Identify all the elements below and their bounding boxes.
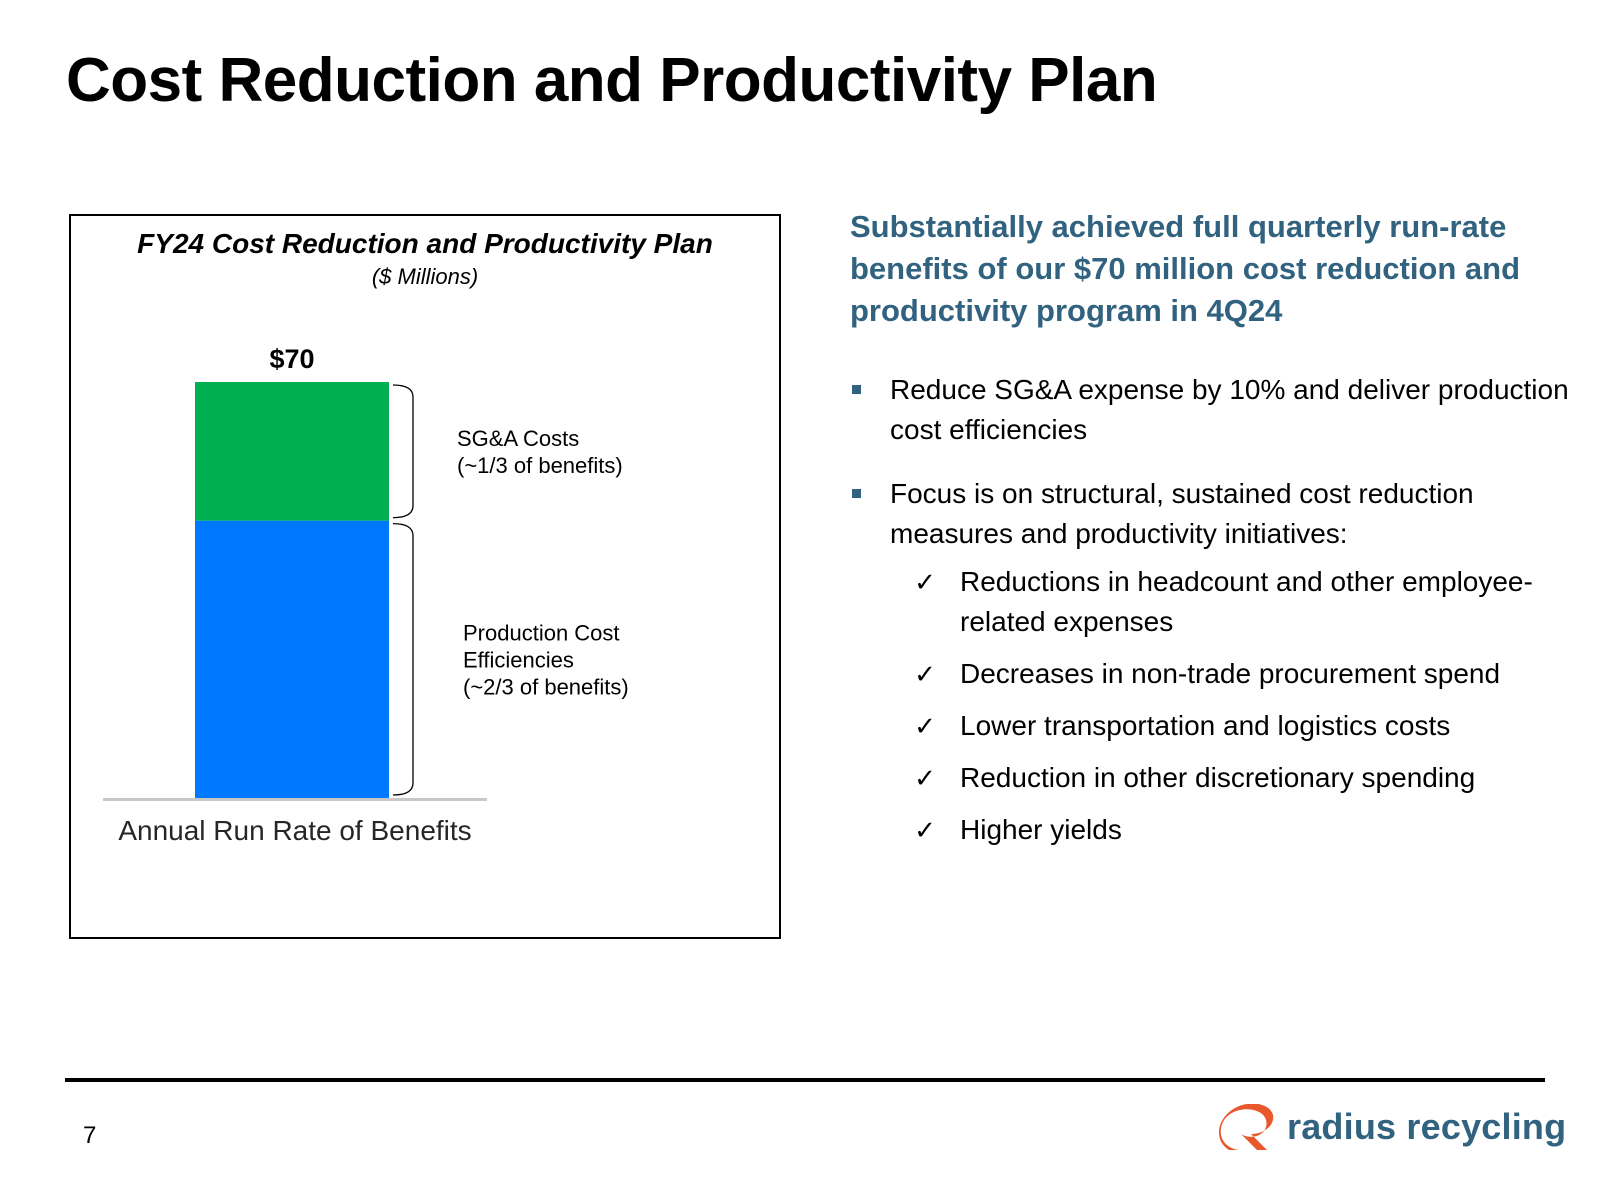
key-points: Substantially achieved full quarterly ru… [850,206,1570,874]
segment-label-production: Efficiencies [463,647,574,672]
slide-title: Cost Reduction and Productivity Plan [66,46,1158,115]
bullet-text: Focus is on structural, sustained cost r… [890,478,1474,549]
bullet-item: Focus is on structural, sustained cost r… [850,474,1570,850]
check-item: ✓ Reductions in headcount and other emplo… [890,562,1570,642]
x-axis-baseline [103,798,487,801]
square-bullet-icon [852,385,861,394]
headline: Substantially achieved full quarterly ru… [850,209,1521,328]
bullet-text: Reduce SG&A expense by 10% and deliver p… [890,374,1569,445]
segment-label-sga: (~1/3 of benefits) [457,453,623,478]
check-item: ✓ Lower transportation and logistics cost… [890,706,1570,746]
bullet-list: Reduce SG&A expense by 10% and deliver p… [850,370,1570,850]
chart-subtitle: ($ Millions) [371,264,479,289]
check-mark-icon: ✓ [914,567,936,597]
bullet-item: Reduce SG&A expense by 10% and deliver p… [850,370,1570,450]
segment-label-production: (~2/3 of benefits) [463,674,629,699]
bar-segment-production [195,520,389,798]
segment-label-production: Production Cost [463,620,620,645]
segment-label-sga: SG&A Costs [457,426,579,451]
x-category-label: Annual Run Rate of Benefits [118,815,471,846]
check-list: ✓ Reductions in headcount and other emplo… [890,562,1570,850]
chart-title: FY24 Cost Reduction and Productivity Pla… [137,228,713,259]
check-mark-icon: ✓ [914,815,936,845]
check-item: ✓ Higher yields [890,810,1570,850]
check-mark-icon: ✓ [914,659,936,689]
total-value-label: $70 [269,344,314,374]
check-item: ✓ Decreases in non-trade procurement spen… [890,654,1570,694]
bar-segment-sga [195,382,389,521]
check-mark-icon: ✓ [914,763,936,793]
brace-production [392,522,414,796]
check-text: Reductions in headcount and other employ… [960,566,1533,637]
footer-divider [65,1078,1545,1082]
check-text: Higher yields [960,814,1122,845]
brace-sga [392,384,414,519]
square-bullet-icon [852,489,861,498]
check-mark-icon: ✓ [914,711,936,741]
check-text: Reduction in other discretionary spendin… [960,762,1476,793]
logo-mark-shape [1219,1104,1274,1150]
check-item: ✓ Reduction in other discretionary spendi… [890,758,1570,798]
check-text: Decreases in non-trade procurement spend [960,658,1501,689]
logo-text: radius recycling [1287,1106,1567,1147]
chart-panel: FY24 Cost Reduction and Productivity Pla… [69,214,781,939]
page-number: 7 [83,1122,97,1149]
radius-logo-mark-icon [1219,1104,1274,1150]
check-text: Lower transportation and logistics costs [960,710,1451,741]
